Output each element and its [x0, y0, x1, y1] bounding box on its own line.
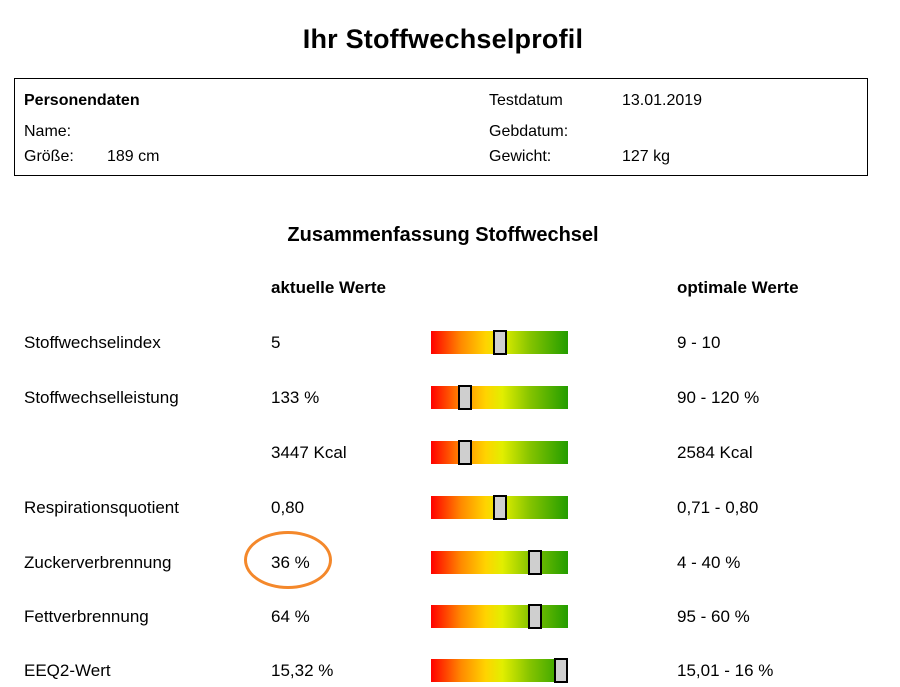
metric-scale-bar	[431, 495, 568, 520]
summary-title: Zusammenfassung Stoffwechsel	[287, 224, 599, 246]
metric-row: 3447 Kcal 2584 Kcal	[0, 439, 900, 469]
metric-label: Stoffwechselindex	[24, 333, 161, 352]
optimal-values-header: optimale Werte	[677, 278, 799, 297]
metric-optimal-value: 0,71 - 0,80	[677, 498, 759, 517]
metric-current-value: 5	[271, 333, 281, 352]
weight-label: Gewicht:	[489, 148, 552, 165]
metric-scale-marker	[528, 604, 542, 629]
height-value: 189 cm	[107, 148, 160, 165]
metric-optimal-value: 2584 Kcal	[677, 443, 753, 462]
metric-optimal-value: 15,01 - 16 %	[677, 661, 774, 680]
metric-row: Zuckerverbrennung 36 % 4 - 40 %	[0, 549, 900, 579]
metric-scale-marker	[528, 550, 542, 575]
metric-scale-marker	[458, 385, 472, 410]
metric-row: Stoffwechselleistung 133 % 90 - 120 %	[0, 384, 900, 414]
metric-current-value: 15,32 %	[271, 661, 334, 680]
metric-row: Stoffwechselindex 5 9 - 10	[0, 329, 900, 359]
metric-label: EEQ2-Wert	[24, 661, 111, 680]
page-title: Ihr Stoffwechselprofil	[302, 24, 584, 54]
birth-date-label: Gebdatum:	[489, 123, 569, 140]
metric-row: Respirationsquotient 0,80 0,71 - 0,80	[0, 494, 900, 524]
metric-optimal-value: 9 - 10	[677, 333, 721, 352]
metric-scale-bar	[431, 440, 568, 465]
metric-row: Fettverbrennung 64 % 95 - 60 %	[0, 603, 900, 633]
name-label: Name:	[24, 123, 72, 140]
height-label: Größe:	[24, 148, 74, 165]
metric-scale-bar	[431, 385, 568, 410]
metric-optimal-value: 90 - 120 %	[677, 388, 760, 407]
metric-label: Stoffwechselleistung	[24, 388, 179, 407]
metric-current-value: 3447 Kcal	[271, 443, 347, 462]
metric-current-value: 64 %	[271, 607, 310, 626]
person-data-box: Personendaten Name: Größe: 189 cm Testda…	[14, 78, 868, 176]
metric-scale-marker	[458, 440, 472, 465]
metric-optimal-value: 4 - 40 %	[677, 553, 741, 572]
metric-label: Zuckerverbrennung	[24, 553, 172, 572]
metric-label: Fettverbrennung	[24, 607, 149, 626]
metric-row: EEQ2-Wert 15,32 % 15,01 - 16 %	[0, 657, 900, 687]
metric-scale-marker	[493, 330, 507, 355]
highlight-circle	[244, 531, 332, 589]
metric-scale-marker	[493, 495, 507, 520]
metric-scale-bar	[431, 658, 568, 683]
metric-scale-bar	[431, 604, 568, 629]
metric-optimal-value: 95 - 60 %	[677, 607, 750, 626]
test-date-label: Testdatum	[489, 92, 563, 109]
metric-current-value: 133 %	[271, 388, 320, 407]
metric-scale-marker	[554, 658, 568, 683]
current-values-header: aktuelle Werte	[271, 278, 386, 297]
metric-current-value: 0,80	[271, 498, 305, 517]
test-date-value: 13.01.2019	[622, 92, 703, 109]
metric-label: Respirationsquotient	[24, 498, 179, 517]
metric-scale-bar	[431, 330, 568, 355]
person-section-label: Personendaten	[24, 92, 140, 109]
weight-value: 127 kg	[622, 148, 671, 165]
metric-scale-bar	[431, 550, 568, 575]
